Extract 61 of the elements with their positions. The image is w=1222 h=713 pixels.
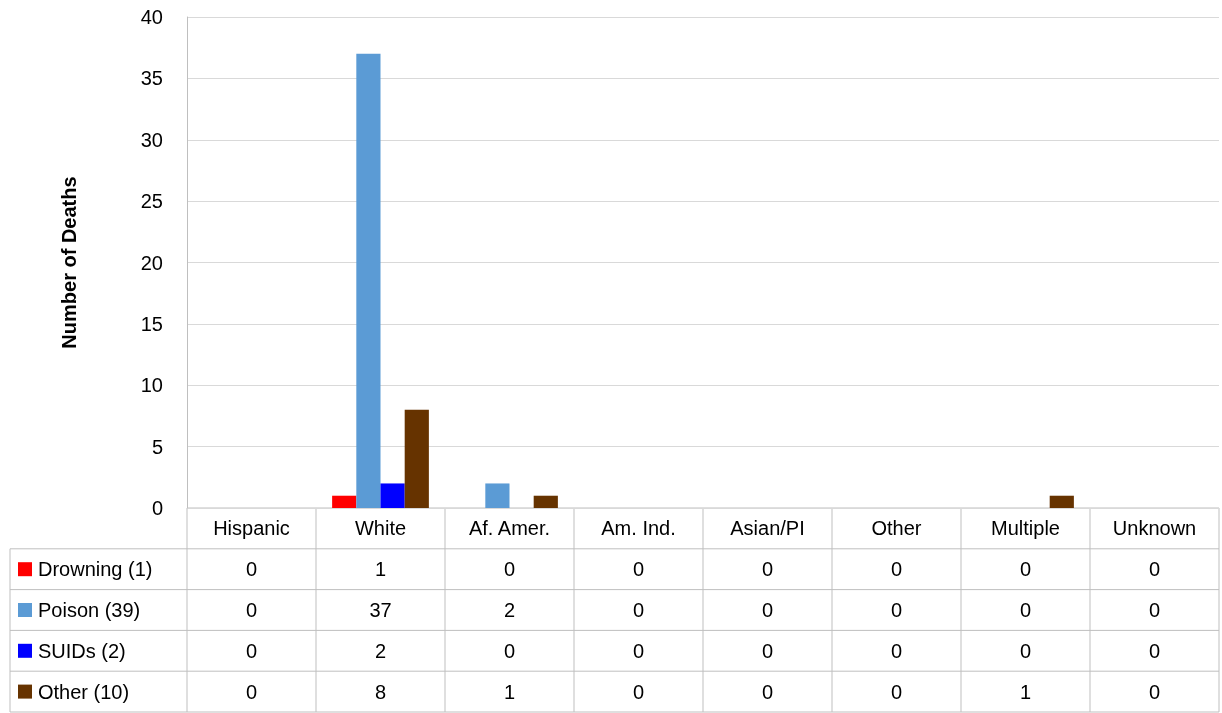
- bar: [485, 483, 510, 508]
- data-label: 0: [245, 599, 258, 621]
- data-label: 0: [1019, 558, 1032, 581]
- y-tick-label: 35: [140, 67, 163, 90]
- x-tick-label: Other: [871, 517, 922, 540]
- data-label: 0: [1019, 599, 1032, 621]
- data-label: 0: [632, 639, 645, 662]
- data-label: 0: [1019, 639, 1032, 662]
- data-label: 37: [369, 599, 392, 621]
- data-label: 0: [890, 680, 903, 703]
- data-label: 0: [632, 680, 645, 703]
- data-label: 0: [761, 639, 774, 662]
- data-label: 1: [374, 558, 387, 581]
- data-label: 0: [761, 558, 774, 581]
- data-label: 0: [1148, 558, 1161, 581]
- x-tick-label: Am. Ind.: [601, 517, 676, 540]
- bar: [533, 495, 558, 508]
- y-tick-label: 40: [140, 6, 163, 28]
- data-label: 0: [1148, 599, 1161, 621]
- data-label: 0: [890, 558, 903, 581]
- data-label: 0: [245, 639, 258, 662]
- bar: [1049, 495, 1074, 508]
- y-tick-label: 0: [151, 497, 163, 519]
- data-label: 8: [374, 680, 387, 703]
- data-label: 2: [374, 639, 387, 662]
- data-label: 1: [1019, 680, 1032, 703]
- y-tick-label: 15: [140, 312, 163, 335]
- data-label: 0: [761, 680, 774, 703]
- y-tick-label: 30: [140, 128, 163, 151]
- bar: [356, 53, 381, 508]
- data-label: 1: [503, 680, 516, 703]
- x-tick-label: White: [354, 517, 407, 540]
- y-tick-label: 10: [140, 374, 163, 397]
- legend-label: Drowning (1): [38, 558, 153, 581]
- data-label: 0: [890, 599, 903, 621]
- data-label: 0: [632, 558, 645, 581]
- x-tick-label: Af. Amer.: [468, 517, 551, 540]
- legend-label: SUIDs (2): [38, 639, 126, 662]
- data-label: 0: [1148, 639, 1161, 662]
- y-tick-label: 5: [151, 435, 163, 458]
- bar: [404, 409, 429, 508]
- data-label: 0: [761, 599, 774, 621]
- bar: [380, 483, 405, 508]
- y-axis-title: Number of Deaths: [58, 176, 80, 349]
- x-tick-label: Hispanic: [213, 517, 290, 540]
- data-label: 0: [632, 599, 645, 621]
- data-label: 0: [503, 558, 516, 581]
- data-label: 2: [503, 599, 516, 621]
- x-tick-label: Asian/PI: [730, 517, 805, 540]
- y-tick-label: 25: [140, 190, 163, 213]
- x-tick-label: Multiple: [991, 517, 1060, 540]
- data-label: 0: [503, 639, 516, 662]
- data-label: 0: [890, 639, 903, 662]
- data-label: 0: [245, 558, 258, 581]
- y-tick-label: 20: [140, 251, 163, 274]
- legend-label: Poison (39): [38, 599, 141, 621]
- bar: [332, 495, 357, 508]
- data-label: 0: [245, 680, 258, 703]
- data-label: 0: [1148, 680, 1161, 703]
- legend-label: Other (10): [38, 680, 130, 703]
- x-tick-label: Unknown: [1112, 517, 1197, 540]
